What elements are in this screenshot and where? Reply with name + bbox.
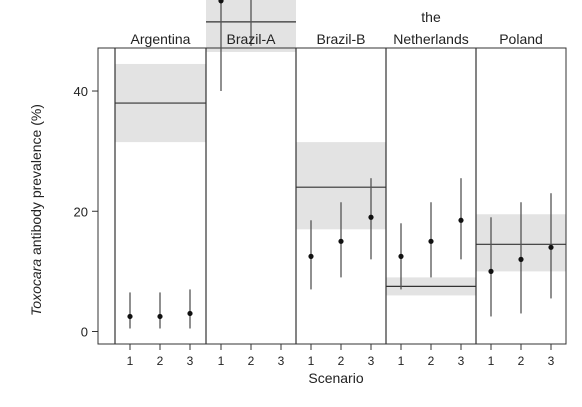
x-tick-label-the-netherlands-2: 2 — [428, 354, 435, 368]
panel-label-brazil-a: Brazil-A — [226, 31, 276, 47]
x-tick-label-brazil-a-3: 3 — [278, 354, 285, 368]
y-axis-title-italic: Toxocara — [28, 259, 44, 316]
point-poland-3 — [548, 244, 554, 250]
point-the-netherlands-2 — [428, 238, 434, 244]
x-tick-label-poland-3: 3 — [548, 354, 555, 368]
point-the-netherlands-1 — [398, 253, 404, 259]
x-tick-label-poland-2: 2 — [518, 354, 525, 368]
points — [127, 0, 554, 320]
x-axis-title: Scenario — [308, 370, 363, 386]
panel-frames — [97, 47, 567, 345]
x-tick-label-brazil-a-1: 1 — [218, 354, 225, 368]
y-tick-label-0: 0 — [81, 325, 88, 340]
axes: 123123123123123020406080 — [74, 84, 555, 368]
point-brazil-b-3 — [368, 214, 374, 220]
point-argentina-3 — [187, 310, 193, 317]
point-brazil-b-2 — [338, 238, 344, 244]
point-poland-2 — [518, 256, 524, 262]
point-poland-1 — [488, 268, 494, 274]
y-axis-title: Toxocara antibody prevalence (%) — [28, 104, 44, 316]
plot-frame — [97, 47, 567, 345]
x-tick-label-argentina-3: 3 — [187, 354, 194, 368]
panel-label-the-netherlands-line-2: Netherlands — [393, 31, 469, 47]
point-argentina-1 — [127, 313, 133, 320]
x-tick-label-argentina-1: 1 — [127, 354, 134, 368]
y-axis-title-rest: antibody prevalence (%) — [28, 104, 44, 259]
point-brazil-b-1 — [308, 253, 314, 259]
point-brazil-a-1 — [218, 0, 224, 4]
panel-label-brazil-b: Brazil-B — [316, 31, 365, 47]
x-tick-label-poland-1: 1 — [488, 354, 495, 368]
panel-label-argentina: Argentina — [131, 31, 191, 47]
x-tick-label-brazil-b-3: 3 — [368, 354, 375, 368]
x-tick-label-argentina-2: 2 — [157, 354, 164, 368]
y-tick-label-20: 20 — [74, 204, 88, 219]
panel-label-the-netherlands-line-1: the — [421, 9, 441, 25]
x-tick-label-the-netherlands-3: 3 — [458, 354, 465, 368]
x-tick-label-brazil-b-1: 1 — [308, 354, 315, 368]
panel-labels: Argentina Brazil-A Brazil-B the Netherlands P… — [131, 9, 543, 47]
panel-label-poland: Poland — [499, 31, 543, 47]
x-tick-label-the-netherlands-1: 1 — [398, 354, 405, 368]
x-tick-label-brazil-b-2: 2 — [338, 354, 345, 368]
point-the-netherlands-3 — [458, 217, 464, 223]
x-tick-label-brazil-a-2: 2 — [248, 354, 255, 368]
point-argentina-2 — [157, 313, 163, 320]
y-tick-label-40: 40 — [74, 84, 88, 99]
